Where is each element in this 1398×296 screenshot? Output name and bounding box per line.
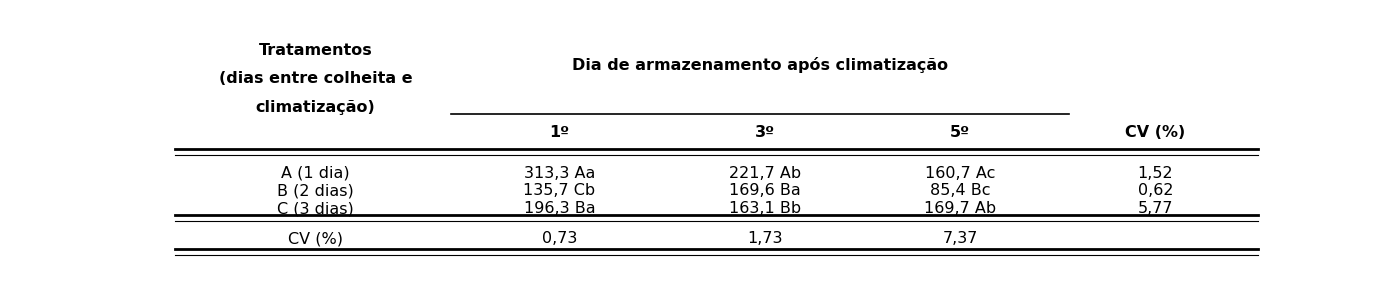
Text: 5º: 5º [951,125,970,139]
Text: 160,7 Ac: 160,7 Ac [925,165,995,181]
Text: CV (%): CV (%) [288,231,343,246]
Text: CV (%): CV (%) [1125,125,1186,139]
Text: 313,3 Aa: 313,3 Aa [524,165,596,181]
Text: B (2 dias): B (2 dias) [277,183,354,198]
Text: 0,62: 0,62 [1138,183,1173,198]
Text: 1,52: 1,52 [1138,165,1173,181]
Text: 3º: 3º [755,125,776,139]
Text: 135,7 Cb: 135,7 Cb [523,183,596,198]
Text: C (3 dias): C (3 dias) [277,201,354,216]
Text: Tratamentos: Tratamentos [259,43,372,58]
Text: 169,7 Ab: 169,7 Ab [924,201,997,216]
Text: 221,7 Ab: 221,7 Ab [730,165,801,181]
Text: 163,1 Bb: 163,1 Bb [730,201,801,216]
Text: 0,73: 0,73 [541,231,577,246]
Text: Dia de armazenamento após climatização: Dia de armazenamento após climatização [572,57,948,73]
Text: climatização): climatização) [256,100,376,115]
Text: 85,4 Bc: 85,4 Bc [930,183,991,198]
Text: 1,73: 1,73 [748,231,783,246]
Text: 196,3 Ba: 196,3 Ba [524,201,596,216]
Text: A (1 dia): A (1 dia) [281,165,350,181]
Text: 5,77: 5,77 [1138,201,1173,216]
Text: 7,37: 7,37 [942,231,979,246]
Text: 169,6 Ba: 169,6 Ba [730,183,801,198]
Text: (dias entre colheita e: (dias entre colheita e [218,71,412,86]
Text: 1º: 1º [549,125,569,139]
